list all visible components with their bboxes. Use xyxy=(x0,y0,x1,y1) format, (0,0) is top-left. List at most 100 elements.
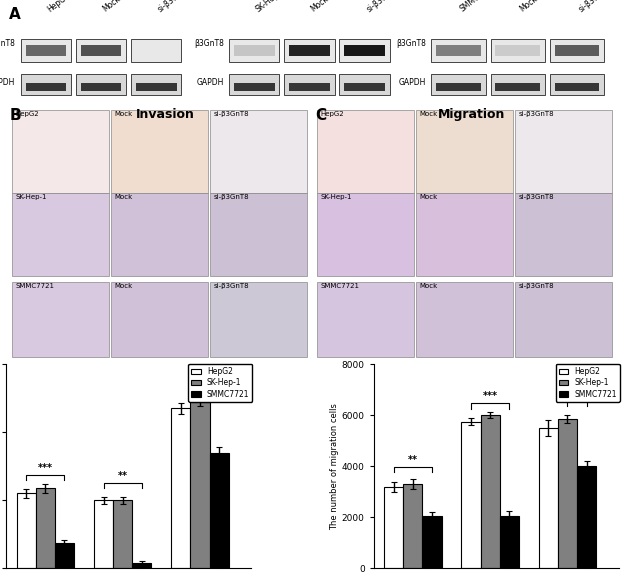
Text: SMMC7721: SMMC7721 xyxy=(321,283,359,289)
Bar xyxy=(171,409,191,568)
Bar xyxy=(55,543,74,568)
Bar xyxy=(36,488,55,568)
FancyBboxPatch shape xyxy=(496,83,540,91)
Bar xyxy=(132,563,151,568)
Text: si-β3GnT8: si-β3GnT8 xyxy=(214,283,249,289)
Text: Mock: Mock xyxy=(114,195,132,200)
Text: GAPDH: GAPDH xyxy=(399,78,426,87)
Text: β3GnT8: β3GnT8 xyxy=(0,38,16,48)
FancyBboxPatch shape xyxy=(416,282,513,358)
FancyBboxPatch shape xyxy=(111,282,208,358)
Text: β3GnT8: β3GnT8 xyxy=(194,38,224,48)
FancyBboxPatch shape xyxy=(12,110,109,192)
Bar xyxy=(113,501,132,568)
FancyBboxPatch shape xyxy=(416,193,513,276)
FancyBboxPatch shape xyxy=(318,282,414,358)
Text: SK-Hep-1: SK-Hep-1 xyxy=(16,195,47,200)
FancyBboxPatch shape xyxy=(211,193,307,276)
FancyBboxPatch shape xyxy=(554,83,599,91)
FancyBboxPatch shape xyxy=(491,74,545,95)
FancyBboxPatch shape xyxy=(26,45,66,56)
Text: HepG2: HepG2 xyxy=(46,0,72,14)
Bar xyxy=(422,516,441,568)
Bar xyxy=(17,494,36,568)
Text: ***: *** xyxy=(482,391,498,401)
Text: si-β3GnT8: si-β3GnT8 xyxy=(519,283,554,289)
Text: Mock: Mock xyxy=(518,0,539,14)
FancyBboxPatch shape xyxy=(416,110,513,192)
Text: Mock: Mock xyxy=(419,195,437,200)
Bar xyxy=(191,402,209,568)
FancyBboxPatch shape xyxy=(516,110,612,192)
Text: SMMC7721: SMMC7721 xyxy=(459,0,498,14)
FancyBboxPatch shape xyxy=(284,74,334,95)
Bar xyxy=(461,421,481,568)
FancyBboxPatch shape xyxy=(26,83,66,91)
Text: Invasion: Invasion xyxy=(136,107,195,121)
Text: si-β3GnT8: si-β3GnT8 xyxy=(519,195,554,200)
FancyBboxPatch shape xyxy=(339,38,389,62)
Bar xyxy=(558,419,577,568)
FancyBboxPatch shape xyxy=(431,74,486,95)
FancyBboxPatch shape xyxy=(344,45,385,56)
FancyBboxPatch shape xyxy=(111,110,208,192)
Text: si-β3GnT8: si-β3GnT8 xyxy=(156,0,192,14)
Text: GAPDH: GAPDH xyxy=(196,78,224,87)
FancyBboxPatch shape xyxy=(554,45,599,56)
FancyBboxPatch shape xyxy=(289,45,329,56)
Text: **: ** xyxy=(408,455,418,465)
FancyBboxPatch shape xyxy=(81,45,121,56)
Legend: HepG2, SK-Hep-1, SMMC7721: HepG2, SK-Hep-1, SMMC7721 xyxy=(189,364,253,402)
Text: Mock: Mock xyxy=(101,0,122,14)
Text: Mock: Mock xyxy=(309,0,331,14)
FancyBboxPatch shape xyxy=(229,74,279,95)
Bar xyxy=(500,516,519,568)
FancyBboxPatch shape xyxy=(21,74,71,95)
FancyBboxPatch shape xyxy=(284,38,334,62)
Bar xyxy=(209,453,229,568)
FancyBboxPatch shape xyxy=(12,282,109,358)
Text: Mock: Mock xyxy=(419,111,437,117)
Text: si-β3GnT8: si-β3GnT8 xyxy=(519,111,554,117)
FancyBboxPatch shape xyxy=(431,38,486,62)
Text: SK-Hep-1: SK-Hep-1 xyxy=(321,195,352,200)
Bar xyxy=(481,415,500,568)
Text: si-β3GnT8: si-β3GnT8 xyxy=(364,0,401,14)
Text: Mock: Mock xyxy=(114,111,132,117)
Text: β3GnT8: β3GnT8 xyxy=(396,38,426,48)
FancyBboxPatch shape xyxy=(136,83,176,91)
Bar xyxy=(384,487,403,568)
Text: C: C xyxy=(316,107,327,122)
FancyBboxPatch shape xyxy=(491,38,545,62)
Text: **: ** xyxy=(204,371,214,381)
Bar xyxy=(94,501,113,568)
Text: Migration: Migration xyxy=(438,107,506,121)
Bar xyxy=(539,428,558,568)
Text: GAPDH: GAPDH xyxy=(0,78,16,87)
Text: si-β3GnT8: si-β3GnT8 xyxy=(577,0,613,14)
Text: ***: *** xyxy=(38,463,53,473)
Text: B: B xyxy=(9,107,21,122)
FancyBboxPatch shape xyxy=(76,74,126,95)
FancyBboxPatch shape xyxy=(550,74,604,95)
FancyBboxPatch shape xyxy=(344,83,385,91)
FancyBboxPatch shape xyxy=(289,83,329,91)
FancyBboxPatch shape xyxy=(211,282,307,358)
FancyBboxPatch shape xyxy=(21,38,71,62)
FancyBboxPatch shape xyxy=(516,282,612,358)
FancyBboxPatch shape xyxy=(436,45,481,56)
Text: HepG2: HepG2 xyxy=(16,111,39,117)
Text: **: ** xyxy=(118,471,127,480)
FancyBboxPatch shape xyxy=(234,83,274,91)
FancyBboxPatch shape xyxy=(496,45,540,56)
Text: Mock: Mock xyxy=(114,283,132,289)
Text: A: A xyxy=(9,7,21,22)
FancyBboxPatch shape xyxy=(234,45,274,56)
FancyBboxPatch shape xyxy=(76,38,126,62)
FancyBboxPatch shape xyxy=(318,193,414,276)
FancyBboxPatch shape xyxy=(318,110,414,192)
FancyBboxPatch shape xyxy=(436,83,481,91)
Text: Mock: Mock xyxy=(419,283,437,289)
FancyBboxPatch shape xyxy=(550,38,604,62)
FancyBboxPatch shape xyxy=(131,74,181,95)
